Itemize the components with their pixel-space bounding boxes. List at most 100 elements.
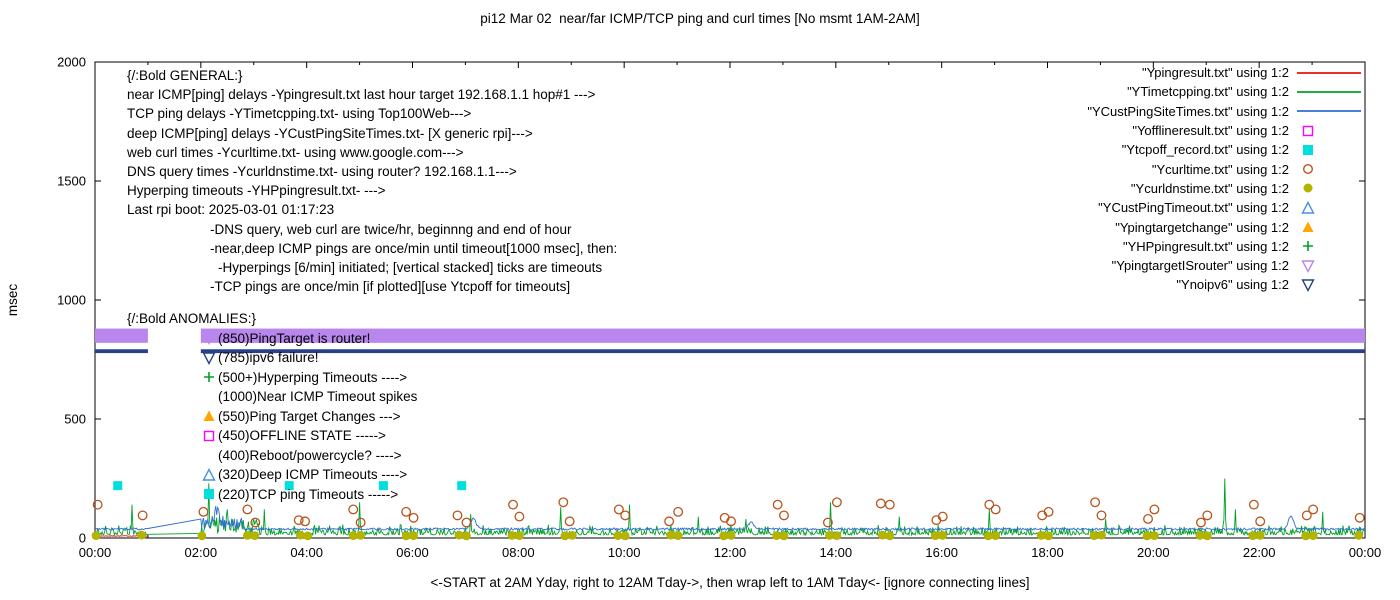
anomalies-heading: {/:Bold ANOMALIES:}	[127, 311, 257, 327]
anomaly-text: (550)Ping Target Changes --->	[218, 408, 401, 424]
legend-item: "YCustPingTimeout.txt" using 1:2	[1087, 198, 1364, 217]
triangle-filled-icon	[1302, 221, 1314, 233]
note-line: near ICMP[ping] delays -Ypingresult.txt …	[127, 87, 596, 103]
legend-item: "YTimetcpping.txt" using 1:2	[1087, 82, 1364, 101]
anomaly-row: (850)PingTarget is router!	[127, 329, 617, 349]
legend-item: "Ycurltime.txt" using 1:2	[1087, 159, 1364, 178]
legend-sample	[1294, 259, 1364, 273]
legend-label: "Ypingtargetchange" using 1:2	[1115, 219, 1289, 235]
anomaly-row: (500+)Hyperping Timeouts ---->	[127, 368, 617, 388]
anomaly-text: (850)PingTarget is router!	[218, 330, 371, 346]
legend-item: "YHPpingresult.txt" using 1:2	[1087, 237, 1364, 256]
nabla-open-icon	[202, 332, 216, 346]
anomaly-row: (400)Reboot/powercycle? ---->	[127, 446, 617, 466]
nabla-open-icon	[1301, 279, 1315, 292]
legend-item: "Ynoipv6" using 1:2	[1087, 275, 1364, 294]
band-YpingtargetISrouter	[95, 328, 148, 343]
x-tick-label: 02:00	[185, 545, 218, 560]
note-line: DNS query times -Ycurldnstime.txt- using…	[127, 164, 517, 180]
legend-label: "YHPpingresult.txt" using 1:2	[1122, 238, 1289, 254]
note-line: -DNS query, web curl are twice/hr, begin…	[210, 221, 572, 237]
legend-sample	[1294, 220, 1364, 234]
band-Ynoipv6	[95, 349, 148, 354]
legend-label: "Yofflineresult.txt" using 1:2	[1132, 123, 1289, 139]
legend-sample	[1294, 66, 1364, 80]
x-tick-label: 22:00	[1243, 545, 1276, 560]
legend-item: "Yofflineresult.txt" using 1:2	[1087, 121, 1364, 140]
x-tick-label: 00:00	[79, 545, 112, 560]
x-tick-label: 08:00	[502, 545, 535, 560]
anomaly-marker	[200, 429, 218, 443]
square-open-icon	[203, 430, 215, 442]
nabla-open-icon	[1301, 259, 1315, 273]
legend-item: "Ypingresult.txt" using 1:2	[1087, 63, 1364, 82]
anomaly-text: (320)Deep ICMP Timeouts ---->	[218, 467, 408, 483]
anomaly-row: (1000)Near ICMP Timeout spikes	[127, 387, 617, 407]
legend-item: "YCustPingSiteTimes.txt" using 1:2	[1087, 102, 1364, 121]
square-filled-icon	[204, 489, 214, 500]
y-tick-label: 500	[64, 412, 86, 427]
legend-sample	[1294, 239, 1364, 253]
anomaly-marker	[200, 370, 218, 384]
legend-label: "Ynoipv6" using 1:2	[1176, 277, 1289, 293]
note-line: deep ICMP[ping] delays -YCustPingSiteTim…	[127, 125, 533, 141]
anomaly-row: (550)Ping Target Changes --->	[127, 407, 617, 427]
triangle-open-icon	[1301, 200, 1315, 214]
y-tick-label: 1500	[57, 174, 86, 189]
legend-item: "Ycurldnstime.txt" using 1:2	[1087, 179, 1364, 198]
legend-sample	[1294, 278, 1364, 292]
note-line: TCP ping delays -YTimetcpping.txt- using…	[127, 106, 472, 122]
y-axis-label: msec	[5, 284, 20, 317]
circle-filled-icon	[1303, 183, 1313, 193]
note-line: {/:Bold GENERAL:}	[127, 68, 243, 83]
x-tick-label: 20:00	[1137, 545, 1170, 560]
line-icon	[1297, 110, 1361, 113]
general-notes: {/:Bold GENERAL:} near ICMP[ping] delays …	[127, 66, 617, 296]
legend-item: "Ytcpoff_record.txt" using 1:2	[1087, 140, 1364, 159]
x-tick-label: 18:00	[1031, 545, 1064, 560]
legend: "Ypingresult.txt" using 1:2 "YTimetcpping…	[1087, 63, 1364, 295]
triangle-filled-icon	[203, 410, 215, 422]
anomaly-marker	[200, 409, 218, 423]
legend-sample	[1294, 200, 1364, 215]
annotation-block: {/:Bold GENERAL:} near ICMP[ping] delays …	[127, 66, 617, 504]
x-tick-label: 16:00	[925, 545, 958, 560]
anomaly-marker	[200, 331, 218, 346]
anomaly-row: (785)ipv6 failure!	[127, 348, 617, 368]
note-line: Last rpi boot: 2025-03-01 01:17:23	[127, 202, 335, 218]
legend-label: "YCustPingTimeout.txt" using 1:2	[1098, 200, 1289, 216]
note-line: -TCP pings are once/min [if plotted][use…	[210, 279, 571, 295]
nabla-open-icon	[202, 352, 216, 365]
y-tick-label: 2000	[57, 55, 86, 70]
legend-label: "YpingtargetISrouter" using 1:2	[1111, 258, 1289, 274]
legend-label: "Ypingresult.txt" using 1:2	[1141, 65, 1289, 81]
anomaly-marker	[200, 487, 218, 501]
legend-label: "Ycurltime.txt" using 1:2	[1151, 161, 1289, 177]
anomaly-row: (320)Deep ICMP Timeouts ---->	[127, 465, 617, 485]
points-Ytcpoff_record.txt	[113, 481, 467, 491]
anomaly-text: (450)OFFLINE STATE ----->	[218, 428, 386, 444]
anomaly-marker	[200, 351, 218, 365]
legend-label: "YTimetcpping.txt" using 1:2	[1127, 84, 1289, 100]
plus-icon	[204, 372, 214, 383]
anomaly-text: (1000)Near ICMP Timeout spikes	[218, 389, 418, 405]
anomaly-marker	[200, 467, 218, 482]
chart-title: pi12 Mar 02 near/far ICMP/TCP ping and c…	[480, 11, 920, 26]
x-tick-label: 12:00	[714, 545, 747, 560]
legend-sample	[1294, 104, 1364, 118]
points-Ycurltime.txt	[92, 497, 1365, 528]
triangle-open-icon	[202, 467, 216, 481]
legend-sample	[1294, 124, 1364, 138]
anomaly-text: (785)ipv6 failure!	[218, 350, 319, 366]
anomaly-row: (450)OFFLINE STATE ----->	[127, 426, 617, 446]
note-line: -Hyperpings [6/min] initiated; [vertical…	[218, 260, 603, 276]
circle-open-icon	[1302, 164, 1314, 175]
note-line: -near,deep ICMP pings are once/min until…	[210, 240, 618, 256]
x-tick-label: 14:00	[820, 545, 853, 560]
x-tick-label: 10:00	[608, 545, 641, 560]
anomaly-row: (220)TCP ping Timeouts ----->	[127, 485, 617, 505]
note-line: Hyperping timeouts -YHPpingresult.txt- -…	[127, 183, 386, 199]
legend-sample	[1294, 143, 1364, 157]
legend-label: "Ycurldnstime.txt" using 1:2	[1130, 180, 1289, 196]
